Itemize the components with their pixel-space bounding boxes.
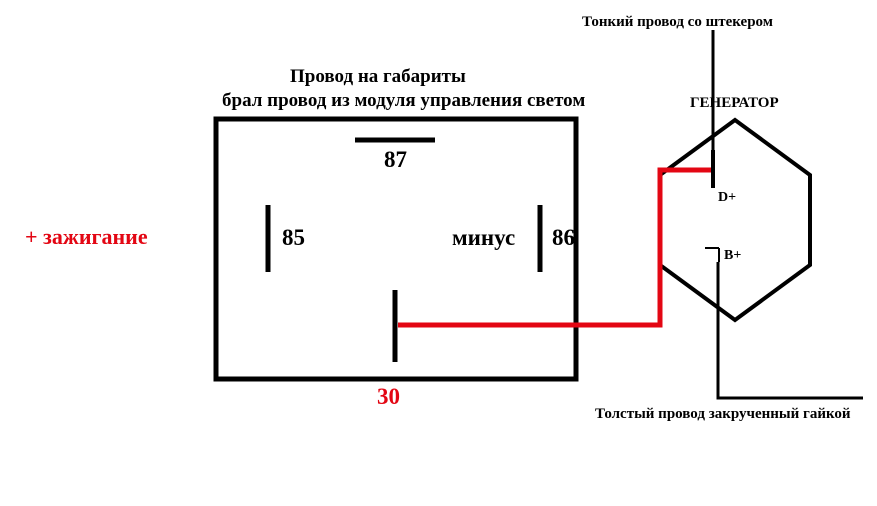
label-pin86: 86	[552, 225, 575, 251]
label-pin87: 87	[384, 147, 407, 173]
label-generator: ГЕНЕРАТОР	[690, 95, 779, 112]
label-lights-1: Провод на габариты	[290, 66, 466, 88]
label-thick-wire: Толстый провод закрученный гайкой	[595, 406, 851, 423]
label-lights-2: брал провод из модуля управления светом	[222, 90, 585, 112]
label-minus: минус	[452, 225, 515, 251]
label-thin-wire: Тонкий провод со штекером	[582, 14, 773, 31]
label-ignition: + зажигание	[25, 224, 148, 250]
label-b-plus: B+	[724, 248, 741, 264]
label-d-plus: D+	[718, 190, 736, 206]
label-pin30: 30	[377, 384, 400, 410]
label-pin85: 85	[282, 225, 305, 251]
